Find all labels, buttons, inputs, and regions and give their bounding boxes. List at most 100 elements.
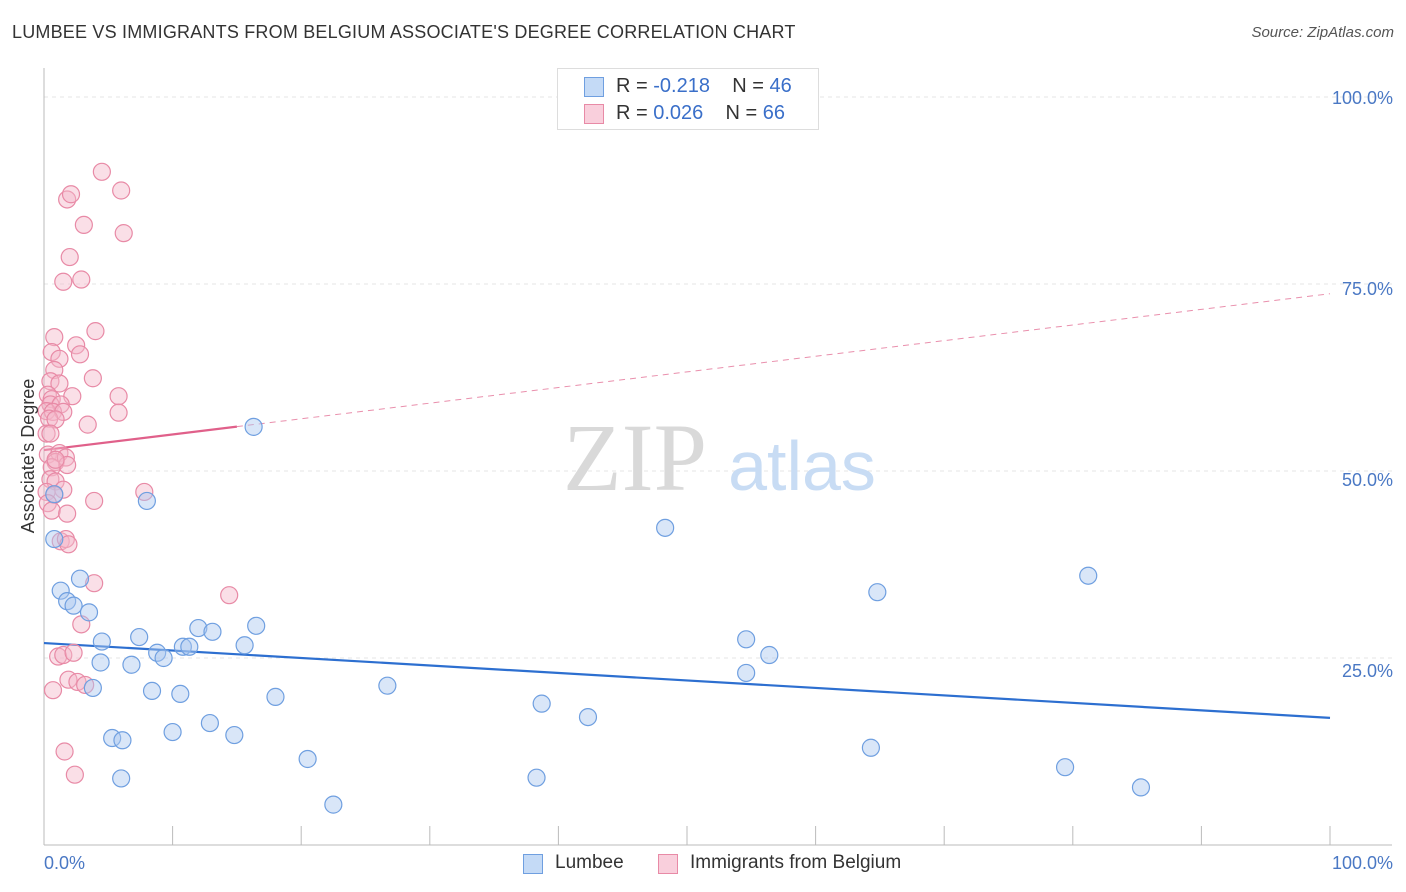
legend-label: Lumbee <box>555 852 624 873</box>
belgium-point <box>42 342 61 362</box>
lumbee-point <box>1079 566 1098 585</box>
y-tick-label: 25.0% <box>1342 661 1393 681</box>
source-label: Source: ZipAtlas.com <box>1251 24 1394 41</box>
series-legend: Lumbee Immigrants from Belgium <box>0 852 1406 878</box>
lumbee-point <box>235 636 254 655</box>
watermark: ZIP atlas <box>563 404 876 511</box>
belgium-point <box>46 450 65 469</box>
lumbee-point <box>45 529 64 549</box>
lumbee-point <box>130 627 149 647</box>
lumbee-point <box>70 569 90 588</box>
belgium-point <box>78 415 97 434</box>
belgium-point <box>85 574 104 593</box>
belgium-point <box>58 504 77 523</box>
lumbee-point <box>173 637 192 656</box>
belgium-point <box>92 162 111 181</box>
lumbee-point <box>113 731 132 750</box>
belgium-point <box>54 272 73 291</box>
axes <box>43 68 1392 846</box>
belgium-point <box>114 224 133 243</box>
belgium-point <box>109 387 128 406</box>
belgium-point <box>50 374 69 393</box>
y-tick-label: 75.0% <box>1342 279 1393 299</box>
lumbee-point <box>91 653 110 672</box>
lumbee-point <box>83 678 102 698</box>
y-tick-label: 50.0% <box>1342 470 1393 490</box>
watermark-zip: ZIP <box>563 404 707 511</box>
lumbee-point <box>578 707 598 727</box>
lumbee-point <box>1131 778 1151 797</box>
lumbee-point <box>760 645 779 665</box>
lumbee-point <box>142 681 162 701</box>
belgium-point <box>67 336 86 355</box>
belgium-point <box>43 681 63 700</box>
series-immigrants-from-belgium <box>37 162 239 784</box>
belgium-point <box>70 345 90 364</box>
belgium-point <box>58 455 77 475</box>
lumbee-point <box>861 738 880 757</box>
belgium-swatch <box>584 104 604 124</box>
belgium-point <box>74 215 93 235</box>
lumbee-point <box>532 694 551 713</box>
r-value: 0.026 <box>653 102 704 124</box>
tick-labels: 100.0% 75.0% 50.0% 25.0% 0.0% 100.0% <box>44 88 1393 873</box>
lumbee-point <box>247 616 266 635</box>
belgium-trend-line <box>43 425 238 452</box>
lumbee-point <box>656 518 675 537</box>
lumbee-trend-line <box>43 641 1331 719</box>
lumbee-point <box>225 725 244 745</box>
trend-lines <box>43 293 1331 719</box>
watermark-atlas: atlas <box>728 427 876 505</box>
lumbee-point <box>244 417 263 436</box>
belgium-point <box>45 328 64 347</box>
lumbee-swatch <box>584 77 604 97</box>
lumbee-point <box>737 630 756 649</box>
belgium-point <box>46 410 65 429</box>
lumbee-point <box>171 684 190 704</box>
y-axis-title: Associate's Degree <box>18 379 38 534</box>
lumbee-swatch <box>523 854 543 874</box>
belgium-point <box>40 409 59 428</box>
chart-title: LUMBEE VS IMMIGRANTS FROM BELGIUM ASSOCI… <box>12 22 796 42</box>
n-value: 46 <box>769 75 792 97</box>
belgium-point <box>220 586 239 605</box>
lumbee-point <box>200 713 219 733</box>
gridlines <box>44 96 1392 659</box>
stats-legend: R = -0.218 N = 46 R = 0.026 N = 66 <box>557 68 819 130</box>
lumbee-point <box>45 485 64 504</box>
n-label: N = <box>732 75 764 97</box>
lumbee-point <box>137 491 156 511</box>
lumbee-point <box>527 768 546 787</box>
lumbee-point <box>266 687 285 706</box>
belgium-point <box>55 742 74 761</box>
x-tick-label: 0.0% <box>44 853 85 873</box>
lumbee-point <box>737 663 756 683</box>
belgium-point <box>64 643 83 662</box>
lumbee-point <box>122 655 141 674</box>
belgium-point <box>45 360 64 380</box>
belgium-swatch <box>658 854 678 874</box>
lumbee-point <box>378 676 397 695</box>
r-value: -0.218 <box>653 75 710 97</box>
belgium-trend-line-extension <box>236 293 1331 428</box>
belgium-point <box>61 185 81 204</box>
legend-label: Immigrants from Belgium <box>690 852 902 873</box>
lumbee-point <box>203 622 222 641</box>
lumbee-point <box>180 637 199 656</box>
belgium-point <box>60 247 79 267</box>
belgium-point <box>86 322 105 341</box>
lumbee-point <box>92 632 111 651</box>
lumbee-point <box>163 722 182 742</box>
lumbee-point <box>64 596 83 615</box>
belgium-point <box>50 349 69 368</box>
r-label: R = <box>616 102 648 124</box>
belgium-point <box>109 403 128 422</box>
n-label: N = <box>725 102 758 124</box>
lumbee-point <box>112 769 131 788</box>
n-value: 66 <box>762 102 786 124</box>
lumbee-point <box>298 749 317 769</box>
lumbee-point <box>79 603 99 622</box>
belgium-point <box>59 535 78 554</box>
lumbee-point <box>1055 758 1075 777</box>
